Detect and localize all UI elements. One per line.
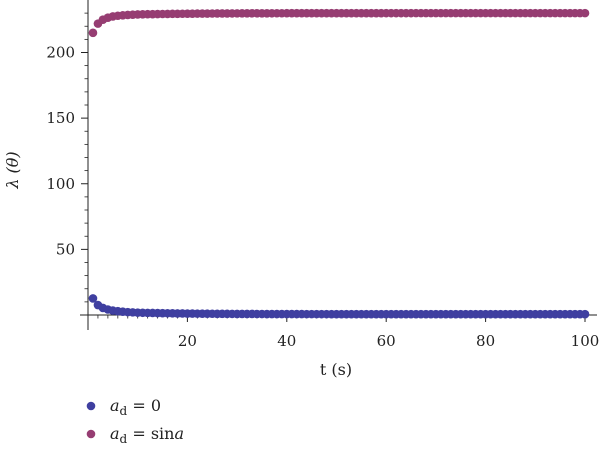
y-axis-title: λ (θ)	[3, 151, 22, 189]
x-tick-label: 40	[277, 332, 296, 350]
x-tick-label: 60	[377, 332, 396, 350]
series-2	[88, 8, 590, 38]
x-tick-label: 80	[476, 332, 495, 350]
data-point	[580, 309, 590, 319]
data-point	[88, 294, 98, 303]
x-tick-label: 100	[571, 332, 600, 350]
legend: ad = 0 ad = sina	[86, 396, 184, 446]
legend-marker	[86, 401, 96, 411]
y-tick-label: 50	[56, 240, 75, 258]
series-1	[88, 294, 590, 319]
y-tick-label: 100	[46, 175, 75, 193]
legend-label: ad = sina	[110, 424, 184, 446]
y-tick-label: 200	[46, 44, 75, 62]
x-tick-label: 20	[178, 332, 197, 350]
data-point	[88, 28, 98, 38]
legend-label: ad = 0	[110, 396, 161, 418]
axes: 20 40 60 80 100 50 100 150 200	[46, 0, 599, 350]
series-layer	[88, 8, 590, 319]
data-point	[580, 8, 590, 18]
y-tick-label: 150	[46, 109, 75, 127]
x-axis-title: t (s)	[320, 360, 352, 379]
legend-marker	[86, 429, 96, 439]
